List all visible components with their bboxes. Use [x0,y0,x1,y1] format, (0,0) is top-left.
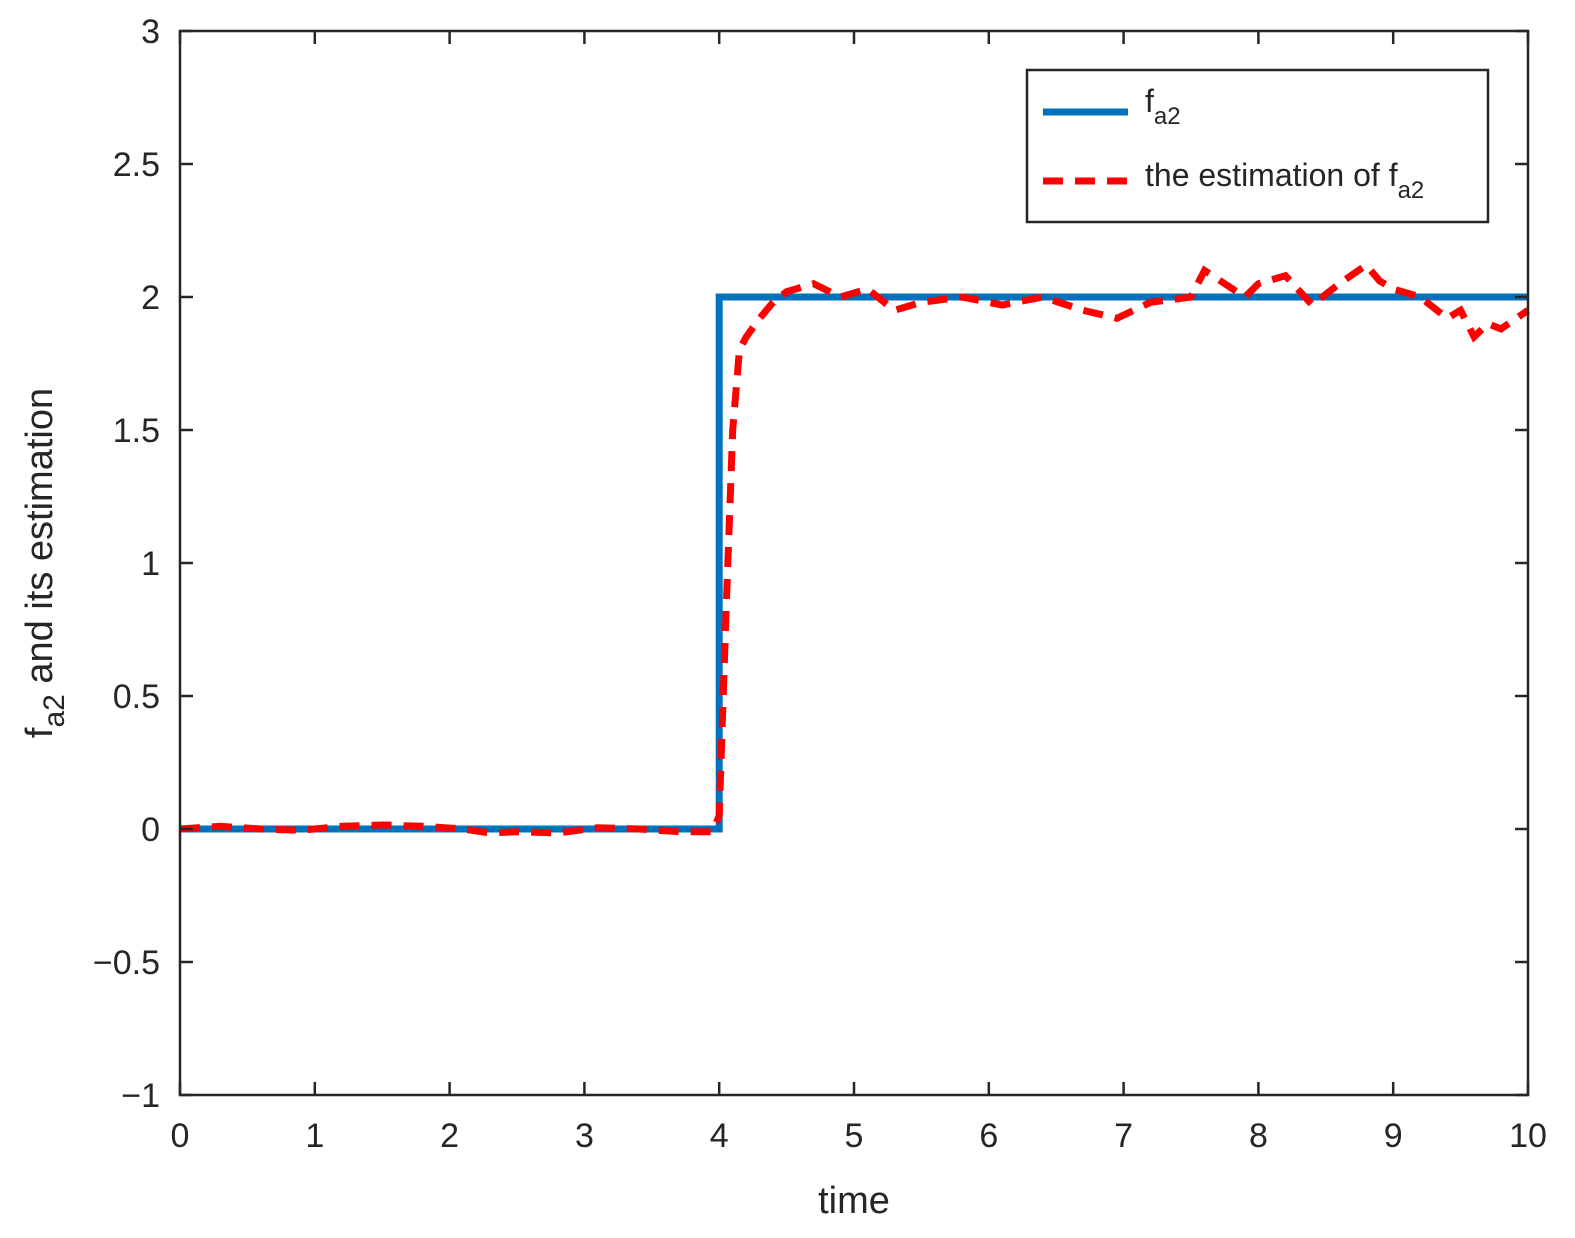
legend: fa2 the estimation of fa2 [1025,68,1490,224]
y-axis-label-suffix: and its estimation [19,388,61,694]
x-tick-label: 4 [710,1117,729,1155]
y-tick-label: 2 [141,279,160,317]
series-line-estimation [179,260,1530,837]
y-tick-label: 0 [141,811,160,849]
x-tick-label: 6 [979,1117,998,1155]
x-tick-label: 8 [1249,1117,1268,1155]
x-tick-label: 5 [845,1117,864,1155]
x-tick-label: 0 [171,1117,190,1155]
y-tick-label: 3 [141,13,160,51]
legend-entry-estimation-prefix: the estimation of f [1145,157,1398,193]
y-tick-label: 1 [141,545,160,583]
legend-entry-fa2-subscript: a2 [1154,103,1181,130]
series-layer [179,260,1530,837]
x-tick-label: 1 [305,1117,324,1155]
y-axis-label: fa2 and its estimation [19,388,71,738]
x-tick-label: 9 [1384,1117,1403,1155]
x-tick-label: 2 [440,1117,459,1155]
ticks-layer: 0 1 2 3 4 5 6 7 8 9 10 −1 −0.5 0 0.5 1 1.5 2 2.5 3 [93,13,1547,1155]
y-tick-label: −1 [121,1077,160,1115]
legend-entry-estimation: the estimation of fa2 [1145,157,1424,204]
x-axis-label: time [818,1180,890,1222]
y-axis-label-group: fa2 and its estimation [19,388,71,738]
y-tick-label: 1.5 [113,412,160,450]
y-axis-label-subscript: a2 [38,694,71,727]
y-tick-label: 0.5 [113,678,160,716]
legend-entry-estimation-subscript: a2 [1398,177,1425,204]
x-tick-label: 10 [1509,1117,1547,1155]
legend-box [1025,68,1490,224]
x-tick-label: 7 [1114,1117,1133,1155]
x-tick-label: 3 [575,1117,594,1155]
y-axis-label-prefix: f [19,727,61,738]
y-tick-label: 2.5 [113,146,160,184]
legend-entry-fa2: fa2 [1145,83,1181,130]
y-tick-label: −0.5 [93,944,160,982]
legend-entry-fa2-prefix: f [1145,83,1154,119]
